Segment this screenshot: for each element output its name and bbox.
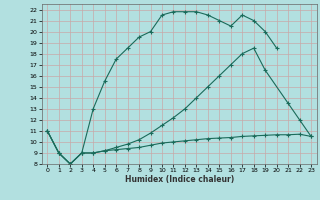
X-axis label: Humidex (Indice chaleur): Humidex (Indice chaleur) xyxy=(124,175,234,184)
